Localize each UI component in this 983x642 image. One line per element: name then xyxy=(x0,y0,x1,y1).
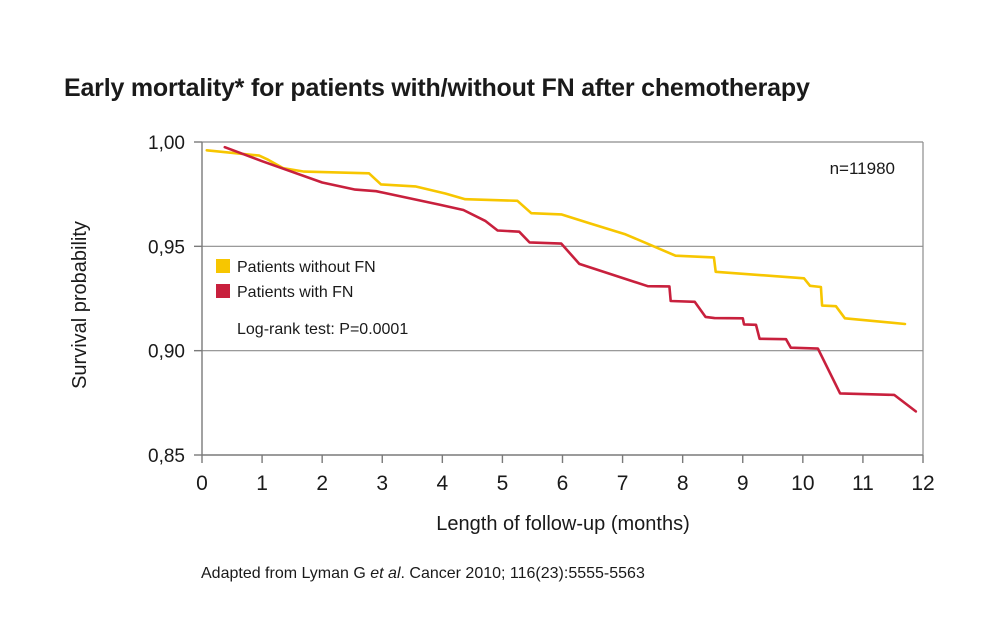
source-citation: Adapted from Lyman G et al. Cancer 2010;… xyxy=(201,565,645,583)
source-text-end: . Cancer 2010; 116(23):5555-5563 xyxy=(400,565,645,582)
x-tick-label-3: 3 xyxy=(376,472,388,495)
x-axis-title: Length of follow-up (months) xyxy=(436,513,689,535)
y-tick-label-0: 0,85 xyxy=(148,446,185,467)
legend-item-with-fn: Patients with FN xyxy=(216,284,353,301)
series-line-with-fn xyxy=(223,145,918,413)
x-tick-label-12: 12 xyxy=(911,472,934,495)
legend: Patients without FN Patients with FN xyxy=(216,259,376,301)
y-tick-labels: 0,85 0,90 0,95 1,00 xyxy=(148,133,202,467)
logrank-annotation: Log-rank test: P=0.0001 xyxy=(237,321,408,338)
y-tick-label-3: 1,00 xyxy=(148,133,185,154)
legend-swatch-with-fn xyxy=(216,284,230,298)
x-tick-label-6: 6 xyxy=(557,472,569,495)
legend-label-without-fn: Patients without FN xyxy=(237,259,376,276)
source-text-italic: et al xyxy=(370,565,401,582)
n-annotation: n=11980 xyxy=(830,159,895,178)
legend-swatch-without-fn xyxy=(216,259,230,273)
x-tick-label-0: 0 xyxy=(196,472,208,495)
x-tick-labels: 0 1 2 3 4 5 6 7 8 9 10 11 12 xyxy=(196,455,935,495)
y-tick-label-1: 0,90 xyxy=(148,342,185,363)
legend-label-with-fn: Patients with FN xyxy=(237,284,353,301)
x-tick-label-4: 4 xyxy=(436,472,448,495)
x-tick-label-11: 11 xyxy=(852,472,874,495)
x-tick-label-9: 9 xyxy=(737,472,749,495)
series-layer xyxy=(205,145,918,413)
y-tick-label-2: 0,95 xyxy=(148,237,185,258)
x-tick-label-2: 2 xyxy=(316,472,328,495)
series-line-without-fn xyxy=(205,149,907,326)
legend-item-without-fn: Patients without FN xyxy=(216,259,376,276)
x-tick-label-7: 7 xyxy=(617,472,629,495)
x-tick-label-8: 8 xyxy=(677,472,689,495)
source-text-start: Adapted from Lyman G xyxy=(201,565,371,582)
chart-title: Early mortality* for patients with/witho… xyxy=(64,74,810,102)
y-axis-title: Survival probability xyxy=(69,221,91,389)
x-tick-label-1: 1 xyxy=(256,472,268,495)
x-tick-label-5: 5 xyxy=(497,472,509,495)
x-tick-label-10: 10 xyxy=(791,472,814,495)
